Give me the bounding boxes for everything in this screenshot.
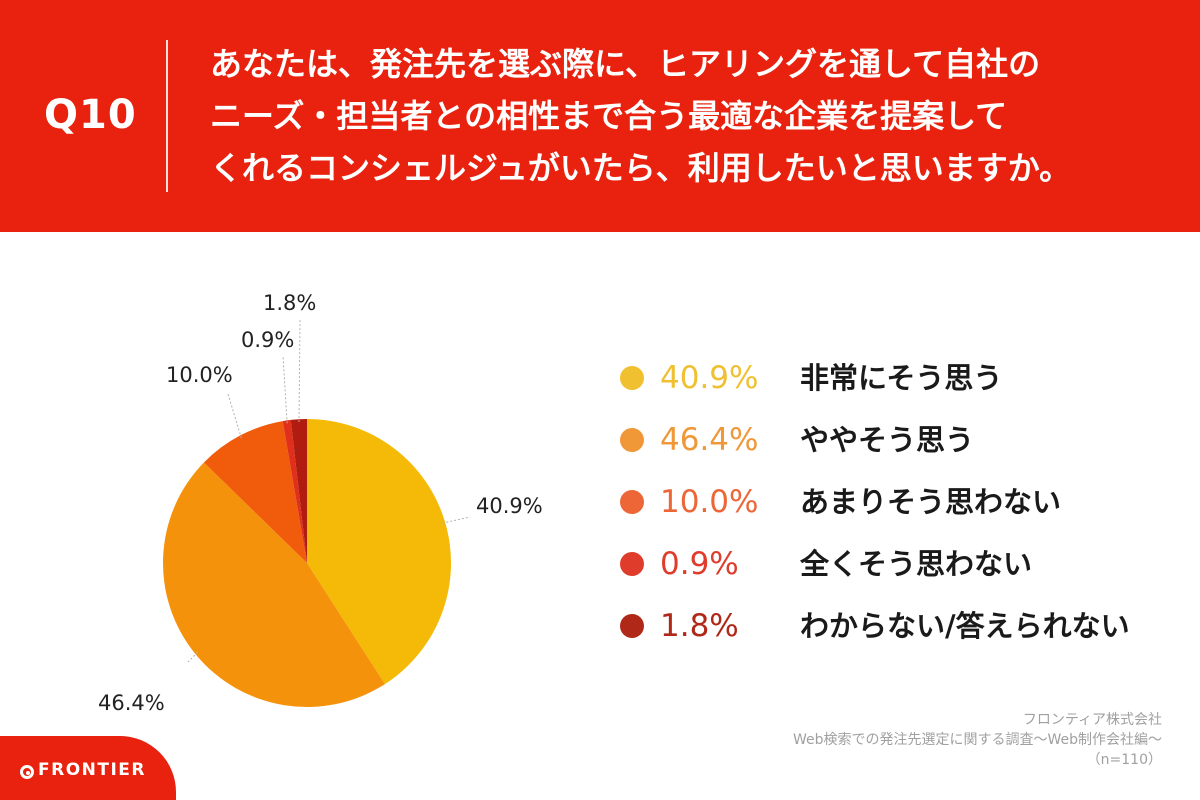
question-line-1: あなたは、発注先を選ぶ際に、ヒアリングを通して自社の	[210, 45, 1041, 83]
legend-dot-icon	[620, 552, 644, 576]
legend-dot-icon	[620, 614, 644, 638]
data-label-dont-know: 1.8%	[263, 291, 316, 315]
legend-label: 非常にそう思う	[800, 361, 1003, 395]
header-banner: Q10 あなたは、発注先を選ぶ際に、ヒアリングを通して自社の ニーズ・担当者との…	[0, 0, 1200, 232]
chart-panel: 40.9% 46.4% 10.0% 0.9% 1.8% 40.9% 非常にそう思う 46…	[0, 232, 1200, 800]
data-label-not-at-all: 0.9%	[241, 328, 294, 352]
legend-percent: 46.4%	[660, 422, 759, 458]
legend-label: あまりそう思わない	[800, 485, 1062, 519]
leader-line-dont-know	[298, 319, 301, 423]
legend-dot-icon	[620, 490, 644, 514]
pie-slice-not-at-all	[282, 419, 307, 563]
brand-logo: FRONTIER	[20, 760, 146, 780]
legend-percent: 10.0%	[660, 484, 759, 520]
pie-slice-dont-know	[290, 419, 307, 563]
legend-label: ややそう思う	[800, 423, 975, 457]
pie-slice-very-agree	[307, 419, 451, 685]
data-label-somewhat-agree: 46.4%	[98, 691, 165, 715]
source-survey: Web検索での発注先選定に関する調査〜Web制作会社編〜	[792, 732, 1162, 748]
pie-chart: 40.9% 46.4% 10.0% 0.9% 1.8%	[98, 291, 543, 715]
header-divider	[166, 40, 168, 192]
question-number: Q10	[44, 92, 137, 138]
source-company: フロンティア株式会社	[1022, 712, 1162, 728]
data-label-not-much: 10.0%	[166, 363, 233, 387]
leader-line-not-much	[227, 393, 242, 439]
question-line-2: ニーズ・担当者との相性まで合う最適な企業を提案して	[210, 97, 1008, 135]
pie-slice-not-much	[203, 421, 307, 563]
legend-percent: 0.9%	[660, 546, 739, 582]
legend-percent: 40.9%	[660, 360, 759, 396]
leader-line-very-agree	[442, 516, 471, 524]
legend-dot-icon	[620, 428, 644, 452]
logo-text: FRONTIER	[38, 760, 147, 780]
pie-slice-somewhat-agree	[162, 462, 385, 707]
legend-label: わからない/答えられない	[800, 609, 1130, 643]
legend-percent: 1.8%	[660, 608, 739, 644]
question-text: あなたは、発注先を選ぶ際に、ヒアリングを通して自社の ニーズ・担当者との相性まで…	[210, 38, 1170, 194]
source-sample: （n=110）	[1086, 752, 1162, 768]
logo-tab: FRONTIER	[0, 736, 176, 800]
legend-label: 全くそう思わない	[800, 547, 1033, 581]
legend-dot-icon	[620, 366, 644, 390]
leader-line-not-at-all	[282, 355, 288, 424]
data-label-very-agree: 40.9%	[476, 494, 543, 518]
frontier-logo-icon	[20, 765, 34, 779]
source-note: フロンティア株式会社 Web検索での発注先選定に関する調査〜Web制作会社編〜 …	[793, 710, 1162, 770]
question-line-3: くれるコンシェルジュがいたら、利用したいと思いますか。	[210, 149, 1072, 187]
